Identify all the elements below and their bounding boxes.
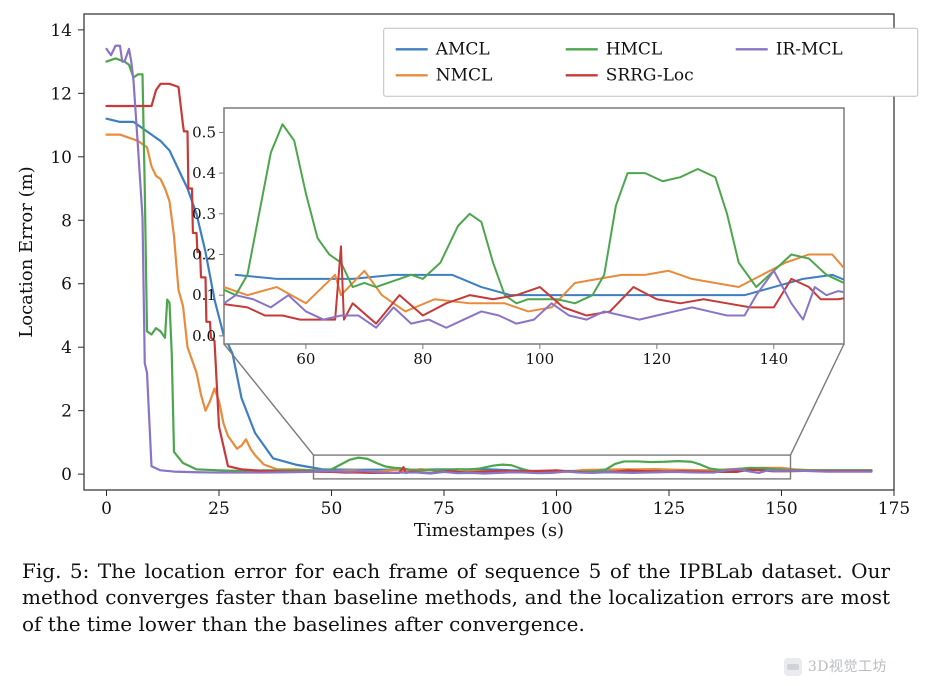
inset-x-tick: 140 (759, 350, 788, 368)
figure-caption: Fig. 5: The location error for each fram… (22, 558, 890, 637)
inset-y-tick: 0.5 (192, 123, 216, 141)
inset-x-tick: 120 (643, 350, 672, 368)
y-tick-label: 14 (50, 21, 72, 41)
legend-label-nmcl: NMCL (436, 65, 493, 85)
watermark-icon (784, 658, 802, 676)
y-tick-label: 0 (61, 465, 72, 485)
inset-x-tick: 60 (296, 350, 315, 368)
caption-text: The location error for each frame of seq… (22, 559, 890, 636)
y-tick-label: 4 (61, 338, 72, 358)
y-tick-label: 10 (50, 148, 72, 168)
x-tick-label: 75 (433, 499, 455, 519)
inset-y-tick: 0.1 (192, 286, 216, 304)
watermark: 3D视觉工坊 (784, 656, 887, 676)
x-tick-label: 25 (208, 499, 230, 519)
y-tick-label: 8 (61, 211, 72, 231)
y-tick-label: 2 (61, 402, 72, 422)
legend-label-ir-mcl: IR-MCL (776, 39, 843, 59)
y-tick-label: 12 (50, 84, 72, 104)
x-tick-label: 175 (878, 499, 910, 519)
inset-y-tick: 0.3 (192, 205, 216, 223)
page: { "chart": { "type": "line", "background… (0, 0, 932, 686)
inset-y-tick: 0.2 (192, 245, 216, 263)
inset-x-tick: 80 (413, 350, 432, 368)
caption-prefix: Fig. 5: (22, 559, 89, 583)
legend-label-hmcl: HMCL (606, 39, 663, 59)
x-tick-label: 100 (540, 499, 572, 519)
legend-label-srrg-loc: SRRG-Loc (606, 65, 694, 85)
x-tick-label: 150 (765, 499, 797, 519)
figure-svg: 0 25 50 75 100 125 150 175 0 2 4 6 8 10 12 14 Timestampe… (0, 0, 932, 545)
x-tick-label: 50 (321, 499, 343, 519)
inset-y-tick: 0.4 (192, 164, 216, 182)
y-axis-label: Location Error (m) (16, 166, 37, 337)
inset-x-tick: 100 (526, 350, 555, 368)
x-tick-label: 0 (101, 499, 112, 519)
inset-y-tick: 0.0 (192, 327, 216, 345)
x-tick-label: 125 (653, 499, 685, 519)
y-tick-label: 6 (61, 275, 72, 295)
inset-connector-right (791, 344, 845, 455)
watermark-text: 3D视觉工坊 (808, 659, 887, 675)
x-axis-label: Timestampes (s) (414, 520, 564, 541)
legend-label-amcl: AMCL (435, 39, 490, 59)
